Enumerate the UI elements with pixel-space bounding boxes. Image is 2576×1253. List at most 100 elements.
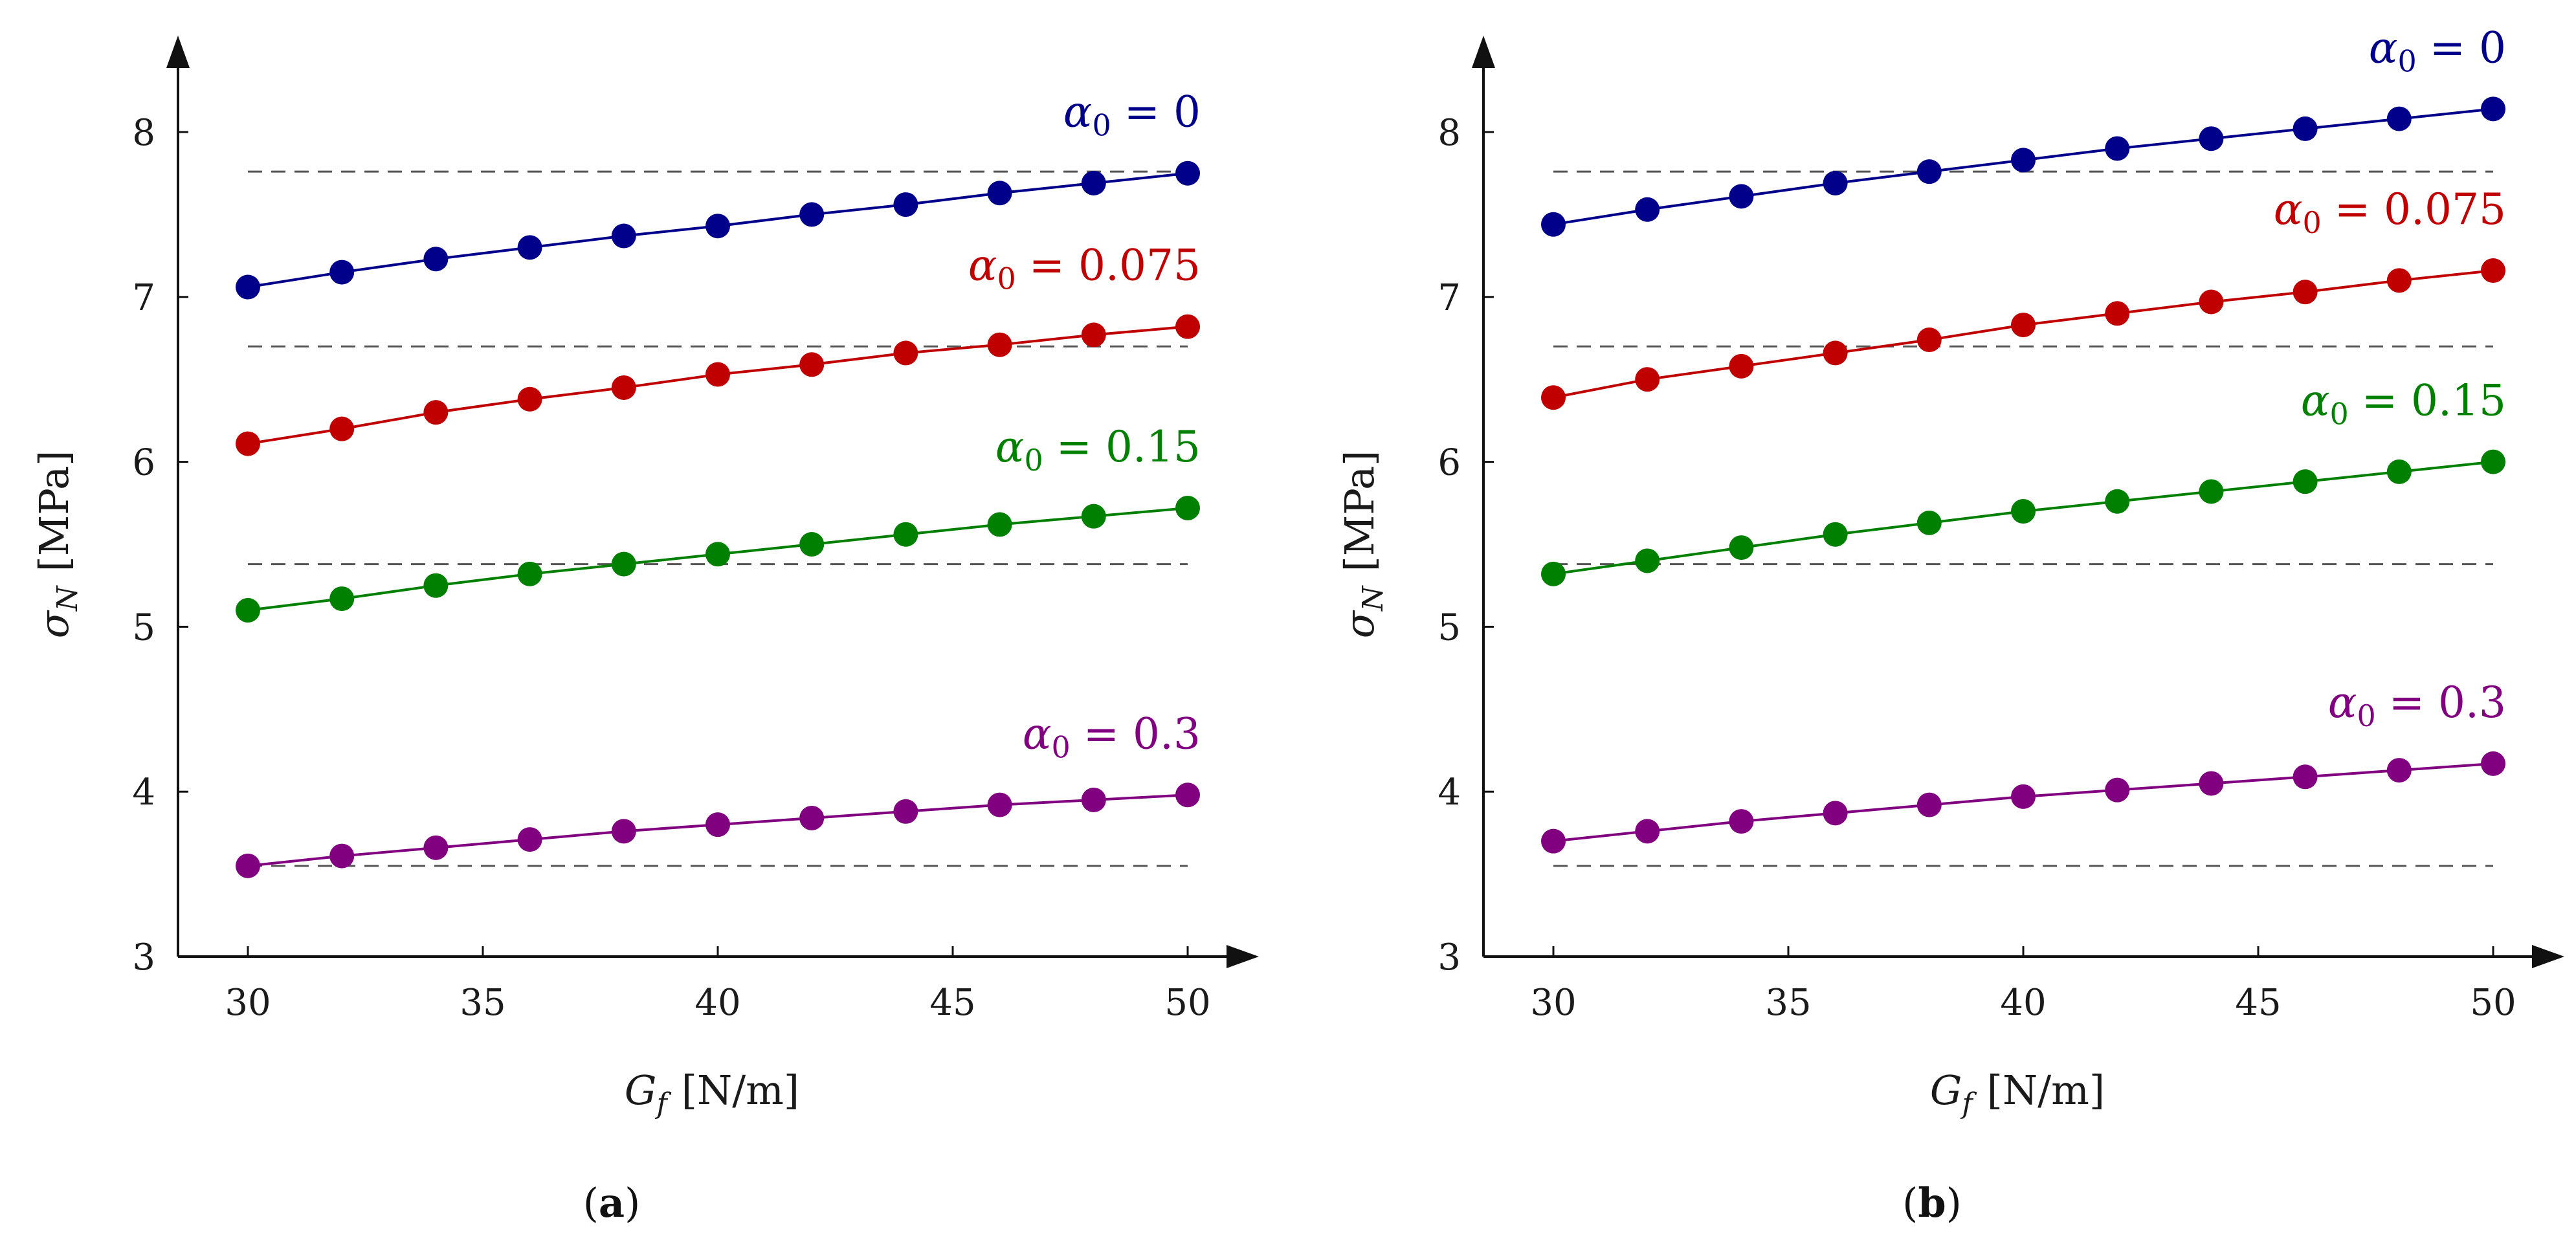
p1-x-tick-label: 50 xyxy=(1164,982,1210,1024)
p1-data-point xyxy=(517,561,542,586)
p1-data-point xyxy=(987,181,1012,206)
p1-data-point xyxy=(423,247,449,272)
p2-data-point xyxy=(1541,385,1566,410)
p1-data-point xyxy=(987,332,1012,357)
p1-data-point xyxy=(517,235,542,260)
p2-y-tick-label: 8 xyxy=(1438,112,1461,154)
p1-data-point xyxy=(799,805,825,830)
p1-data-point xyxy=(705,362,730,387)
p2-series-label-0: α0 = 0 xyxy=(2369,23,2506,78)
p2-data-point xyxy=(1541,561,1566,586)
p2-panel-caption: (b) xyxy=(1902,1179,1962,1226)
p2-y-tick-label: 4 xyxy=(1438,771,1461,814)
p1-data-point xyxy=(611,819,636,844)
p2-x-tick-label: 50 xyxy=(2470,982,2516,1024)
p2-x-axis-label: Gf [N/m] xyxy=(1930,1067,2105,1120)
p2-data-point xyxy=(1916,327,1942,353)
p1-data-point xyxy=(705,542,730,567)
p1-data-point xyxy=(236,274,260,300)
p2-data-point xyxy=(2293,469,2318,494)
p1-series-label-3: α0 = 0.3 xyxy=(1023,709,1201,764)
p2-y-axis-arrow xyxy=(1472,36,1495,68)
p2-x-tick-label: 45 xyxy=(2235,982,2281,1024)
p1-data-point xyxy=(611,551,636,577)
p2-x-axis-arrow xyxy=(2532,945,2564,968)
p2-data-point xyxy=(2105,136,2130,161)
p1-data-point xyxy=(705,812,730,837)
p1-data-point xyxy=(236,597,260,623)
p1-data-point xyxy=(423,400,449,425)
p2-data-point xyxy=(2199,289,2224,315)
p2-data-point xyxy=(1541,212,1566,237)
p2-data-point xyxy=(2386,106,2412,131)
p2-data-point xyxy=(2481,96,2505,122)
p2-y-tick-label: 5 xyxy=(1438,606,1461,649)
p1-data-point xyxy=(893,799,918,824)
p1-data-point xyxy=(423,573,449,598)
p2-data-point xyxy=(1729,535,1754,560)
p2-data-point xyxy=(1635,819,1660,844)
p2-y-tick-label: 7 xyxy=(1438,277,1461,319)
p1-x-tick-label: 40 xyxy=(694,982,740,1024)
p1-series-label-1: α0 = 0.075 xyxy=(968,241,1201,296)
p1-data-point xyxy=(1081,170,1106,195)
p1-data-point xyxy=(329,586,355,612)
p1-data-point xyxy=(611,223,636,249)
p1-data-point xyxy=(1081,504,1106,529)
p2-series-label-3: α0 = 0.3 xyxy=(2328,678,2506,733)
p2-data-point xyxy=(2199,771,2224,796)
p2-y-tick-label: 6 xyxy=(1438,442,1461,484)
p1-data-point xyxy=(799,202,825,227)
p1-data-point xyxy=(236,431,260,456)
p1-data-point xyxy=(799,532,825,557)
p1-y-tick-label: 6 xyxy=(132,442,155,484)
p2-data-point xyxy=(1635,548,1660,573)
p1-data-point xyxy=(1081,322,1106,348)
p1-y-tick-label: 3 xyxy=(132,937,155,979)
p2-data-point xyxy=(1635,197,1660,222)
p2-data-point xyxy=(1729,184,1754,209)
p1-data-point xyxy=(893,192,918,217)
p2-data-point xyxy=(2011,148,2036,173)
p2-data-point xyxy=(2293,764,2318,790)
p2-data-point xyxy=(2386,268,2412,293)
p2-x-tick-label: 40 xyxy=(2000,982,2046,1024)
p1-data-point xyxy=(517,827,542,852)
p2-series-label-2: α0 = 0.15 xyxy=(2301,376,2506,432)
p2-data-point xyxy=(2105,301,2130,326)
p2-x-tick-label: 30 xyxy=(1530,982,1576,1024)
p2-data-point xyxy=(2481,449,2505,474)
p1-y-tick-label: 5 xyxy=(132,606,155,649)
p2-data-point xyxy=(2105,777,2130,803)
p2-x-tick-label: 35 xyxy=(1765,982,1811,1024)
p1-data-point xyxy=(329,260,355,285)
p1-data-point xyxy=(987,792,1012,817)
p1-data-point xyxy=(893,340,918,366)
p1-data-point xyxy=(1175,782,1200,808)
p1-y-tick-label: 4 xyxy=(132,771,155,814)
p2-data-point xyxy=(1635,367,1660,392)
p2-y-axis-label: σN[MPa] xyxy=(1336,450,1390,639)
p2-data-point xyxy=(2105,489,2130,514)
p1-data-point xyxy=(799,352,825,377)
p2-data-point xyxy=(1916,159,1942,184)
p2-data-point xyxy=(2199,126,2224,151)
p2-data-point xyxy=(1729,809,1754,834)
p1-x-axis-arrow xyxy=(1227,945,1259,968)
p1-data-point xyxy=(236,853,260,878)
p2-data-point xyxy=(2293,116,2318,141)
p1-data-point xyxy=(1175,161,1200,186)
p2-y-tick-label: 3 xyxy=(1438,937,1461,979)
p1-data-point xyxy=(1081,787,1106,812)
p1-data-point xyxy=(987,512,1012,537)
p1-data-point xyxy=(893,522,918,547)
p2-data-point xyxy=(2199,479,2224,504)
p2-series-label-1: α0 = 0.075 xyxy=(2274,184,2506,240)
p2-data-point xyxy=(1541,828,1566,854)
p2-data-point xyxy=(2481,258,2505,283)
p2-data-point xyxy=(2293,280,2318,305)
p1-y-axis-label: σN[MPa] xyxy=(30,450,84,639)
